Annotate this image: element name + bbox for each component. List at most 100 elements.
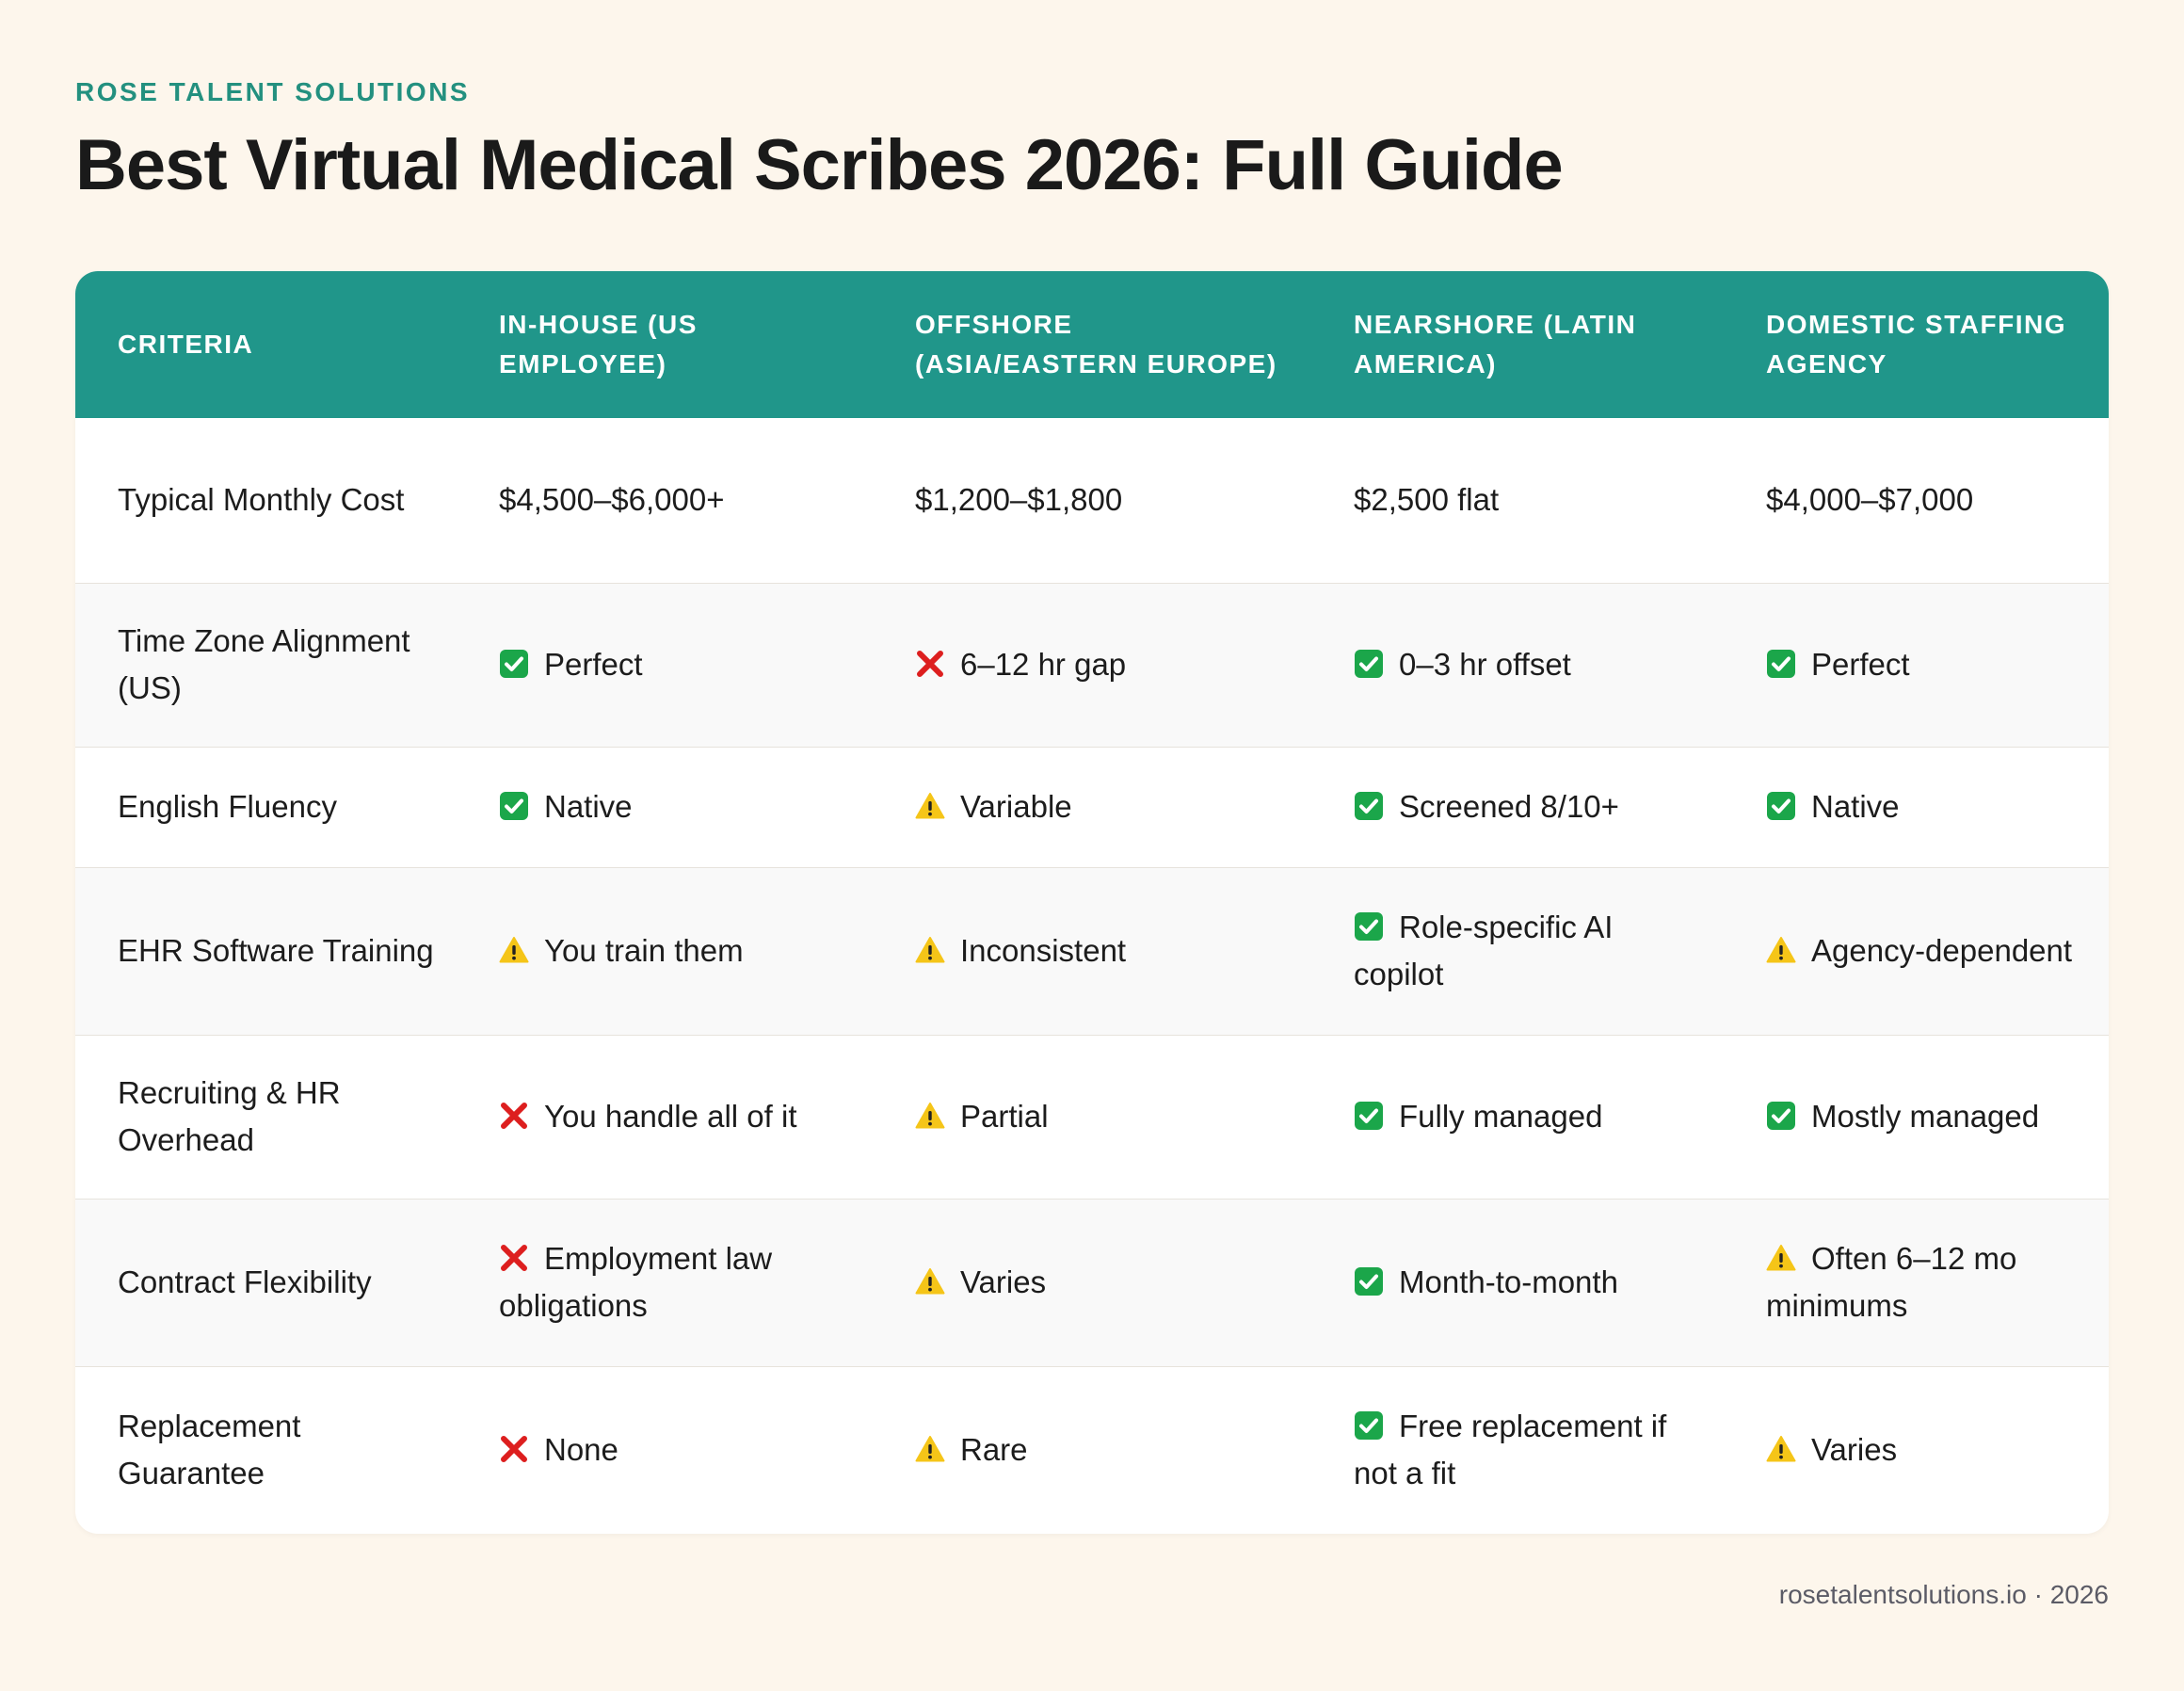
table-cell: Often 6–12 mo minimums — [1724, 1198, 2109, 1366]
check-icon — [499, 649, 529, 679]
brand-name: ROSE TALENT SOLUTIONS — [75, 77, 471, 106]
cell-text: Native — [1811, 789, 1900, 824]
criteria-cell: English Fluency — [75, 746, 457, 867]
cell-text: Employment law obligations — [499, 1241, 773, 1323]
warning-icon — [915, 935, 945, 965]
table-cell: None — [457, 1365, 873, 1534]
table-header-row: CRITERIA IN-HOUSE (US EMPLOYEE) OFFSHORE… — [75, 271, 2109, 418]
cell-text: You train them — [544, 933, 744, 968]
cell-text: $4,000–$7,000 — [1766, 482, 1974, 518]
table-cell: Employment law obligations — [457, 1198, 873, 1366]
criteria-cell: Contract Flexibility — [75, 1198, 457, 1366]
cell-text: Mostly managed — [1811, 1099, 2040, 1134]
table-cell: Rare — [873, 1365, 1311, 1534]
table-cell: Month-to-month — [1311, 1198, 1724, 1366]
criteria-cell: EHR Software Training — [75, 866, 457, 1035]
table-row: Time Zone Alignment (US) Perfect 6–12 hr… — [75, 582, 2109, 747]
warning-icon — [1766, 1434, 1796, 1464]
table-cell: Perfect — [1724, 582, 2109, 747]
check-icon — [499, 791, 529, 821]
cell-text: Variable — [960, 789, 1072, 824]
cell-text: Screened 8/10+ — [1399, 789, 1619, 824]
cell-text: Rare — [960, 1432, 1028, 1468]
warning-icon — [915, 1266, 945, 1296]
check-icon — [1354, 1410, 1384, 1441]
cell-text: Varies — [960, 1264, 1047, 1299]
table-cell: $2,500 flat — [1311, 418, 1724, 583]
cell-text: Inconsistent — [960, 933, 1127, 968]
cell-text: Fully managed — [1399, 1099, 1603, 1134]
table-cell: Mostly managed — [1724, 1034, 2109, 1199]
check-icon — [1354, 1266, 1384, 1296]
column-header-criteria: CRITERIA — [118, 330, 254, 359]
cell-text: $1,200–$1,800 — [915, 482, 1123, 518]
cell-text: Partial — [960, 1099, 1049, 1134]
check-icon — [1354, 649, 1384, 679]
column-header-offshore: OFFSHORE (ASIA/EASTERN EUROPE) — [915, 310, 1277, 378]
check-icon — [1766, 791, 1796, 821]
cell-text: None — [544, 1432, 618, 1468]
check-icon — [1766, 1101, 1796, 1131]
check-icon — [1354, 1101, 1384, 1131]
table-cell: Agency-dependent — [1724, 866, 2109, 1035]
table-cell: Partial — [873, 1034, 1311, 1199]
warning-icon — [499, 935, 529, 965]
table-cell: You train them — [457, 866, 873, 1035]
table-cell: Role-specific AI copilot — [1311, 866, 1724, 1035]
warning-icon — [915, 1434, 945, 1464]
cell-text: Role-specific AI copilot — [1354, 910, 1614, 991]
cell-text: Agency-dependent — [1811, 933, 2073, 968]
column-header-domestic-agency: DOMESTIC STAFFING AGENCY — [1766, 310, 2066, 378]
table-cell: Free replacement if not a fit — [1311, 1365, 1724, 1534]
table-row: Recruiting & HR Overhead You handle all … — [75, 1034, 2109, 1199]
table-cell: Perfect — [457, 582, 873, 747]
cross-icon — [499, 1243, 529, 1273]
cell-text: Month-to-month — [1399, 1264, 1618, 1299]
table-cell: Inconsistent — [873, 866, 1311, 1035]
check-icon — [1354, 911, 1384, 942]
table-cell: Screened 8/10+ — [1311, 746, 1724, 867]
table-cell: Native — [1724, 746, 2109, 867]
warning-icon — [1766, 935, 1796, 965]
table-cell: You handle all of it — [457, 1034, 873, 1199]
cell-text: Varies — [1811, 1432, 1898, 1468]
column-header-nearshore: NEARSHORE (LATIN AMERICA) — [1354, 310, 1637, 378]
table-cell: $4,000–$7,000 — [1724, 418, 2109, 583]
table-cell: 6–12 hr gap — [873, 582, 1311, 747]
warning-icon — [915, 791, 945, 821]
table-cell: Native — [457, 746, 873, 867]
criteria-cell: Time Zone Alignment (US) — [75, 582, 457, 747]
cell-text: Free replacement if not a fit — [1354, 1409, 1667, 1491]
cell-text: Perfect — [1811, 647, 1910, 682]
cross-icon — [499, 1101, 529, 1131]
table-cell: Varies — [873, 1198, 1311, 1366]
cell-text: Perfect — [544, 647, 643, 682]
table-cell: Fully managed — [1311, 1034, 1724, 1199]
table-cell: 0–3 hr offset — [1311, 582, 1724, 747]
table-cell: $1,200–$1,800 — [873, 418, 1311, 583]
footer-credit: rosetalentsolutions.io · 2026 — [1778, 1580, 2109, 1609]
criteria-cell: Typical Monthly Cost — [118, 482, 405, 518]
cross-icon — [915, 649, 945, 679]
table-row: Replacement Guarantee None Rare Free rep… — [75, 1365, 2109, 1534]
column-header-in-house: IN-HOUSE (US EMPLOYEE) — [499, 310, 698, 378]
table-cell: Variable — [873, 746, 1311, 867]
warning-icon — [1766, 1243, 1796, 1273]
table-row: EHR Software Training You train them Inc… — [75, 866, 2109, 1035]
check-icon — [1766, 649, 1796, 679]
table-row: Contract Flexibility Employment law obli… — [75, 1198, 2109, 1366]
cell-text: You handle all of it — [544, 1099, 797, 1134]
comparison-table: CRITERIA IN-HOUSE (US EMPLOYEE) OFFSHORE… — [75, 271, 2109, 1534]
cell-text: 0–3 hr offset — [1399, 647, 1571, 682]
cell-text: $4,500–$6,000+ — [499, 482, 725, 518]
cell-text: Often 6–12 mo minimums — [1766, 1241, 2017, 1323]
cell-text: $2,500 flat — [1354, 482, 1500, 518]
cross-icon — [499, 1434, 529, 1464]
check-icon — [1354, 791, 1384, 821]
cell-text: 6–12 hr gap — [960, 647, 1127, 682]
table-row: Typical Monthly Cost $4,500–$6,000+ $1,2… — [75, 418, 2109, 583]
page-title: Best Virtual Medical Scribes 2026: Full … — [75, 125, 1564, 205]
table-cell: $4,500–$6,000+ — [457, 418, 873, 583]
criteria-cell: Replacement Guarantee — [75, 1365, 457, 1534]
warning-icon — [915, 1101, 945, 1131]
